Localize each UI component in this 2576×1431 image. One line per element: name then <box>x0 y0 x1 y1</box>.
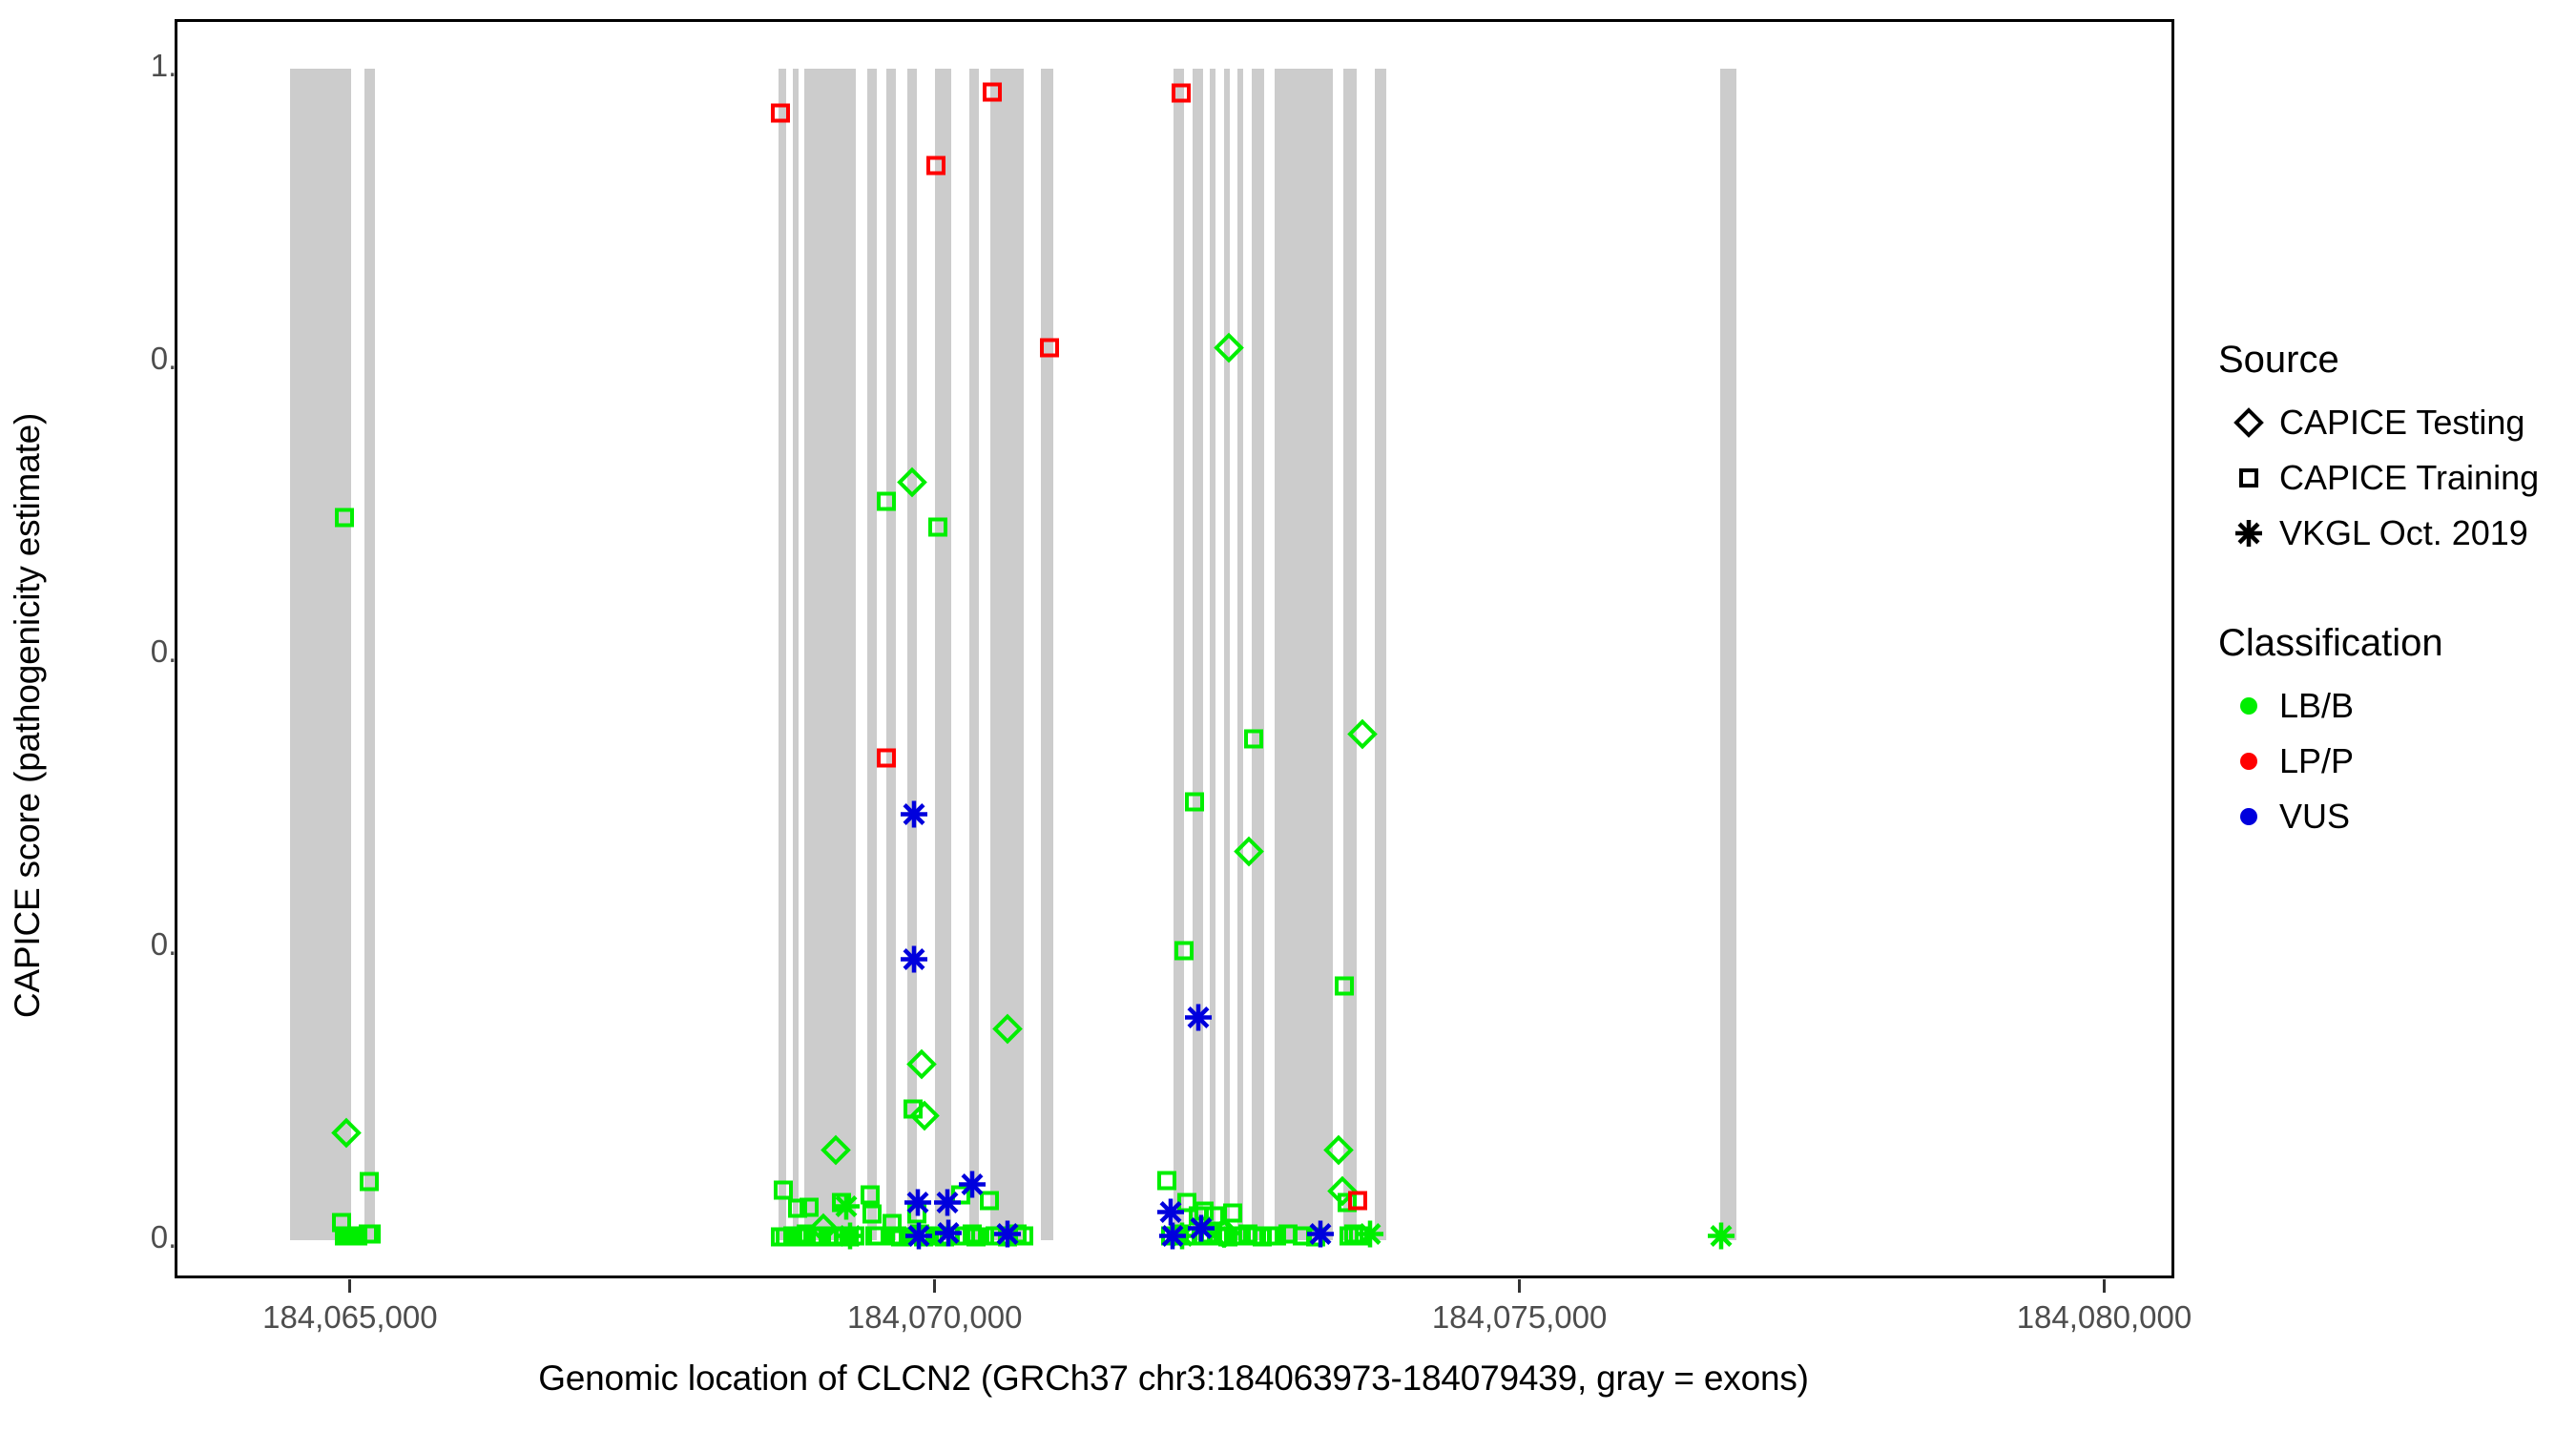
x-tick-label: 184,065,000 <box>262 1299 438 1335</box>
exon-band <box>1236 69 1243 1241</box>
exon-band <box>364 69 375 1241</box>
legend-item-source-2[interactable]: CAPICE Training <box>2218 450 2571 506</box>
exon-band <box>1174 69 1185 1241</box>
x-tick-label: 184,080,000 <box>2016 1299 2192 1335</box>
x-tick-label: 184,075,000 <box>1431 1299 1608 1335</box>
dot-icon <box>2218 745 2279 778</box>
exon-band <box>779 69 786 1241</box>
exon-band <box>1040 69 1054 1241</box>
data-point <box>901 1198 933 1235</box>
legend-item-label: LB/B <box>2279 686 2355 725</box>
exon-band <box>989 69 1025 1241</box>
exon-band <box>968 69 979 1241</box>
legend-item-label: CAPICE Testing <box>2279 403 2525 442</box>
exon-band <box>1719 69 1736 1241</box>
x-tick-label: 184,070,000 <box>846 1299 1023 1335</box>
legend-item-label: VKGL Oct. 2019 <box>2279 513 2528 552</box>
exon-band <box>935 69 952 1241</box>
legend-group-classification: LB/B LP/P VUS <box>2218 678 2571 844</box>
legend: Source CAPICE Testing CAPICE Training VKGL… <box>2218 339 2571 844</box>
legend-item-label: VUS <box>2279 797 2351 836</box>
exon-band <box>1210 69 1216 1241</box>
dot-icon <box>2218 690 2279 722</box>
x-tick-mark <box>933 1279 937 1293</box>
exon-band <box>803 69 856 1241</box>
exon-band <box>792 69 799 1241</box>
x-tick-mark <box>2102 1279 2106 1293</box>
legend-item-label: LP/P <box>2279 741 2355 780</box>
legend-item-source-3[interactable]: VKGL Oct. 2019 <box>2218 506 2571 561</box>
legend-item-classification-2[interactable]: LP/P <box>2218 734 2571 789</box>
legend-title-source: Source <box>2218 339 2339 381</box>
y-axis-title: CAPICE score (pathogenicity estimate) <box>8 412 47 1019</box>
exon-band <box>867 69 877 1241</box>
exon-band <box>1192 69 1203 1241</box>
exon-band <box>1252 69 1264 1241</box>
exon-band <box>1343 69 1357 1241</box>
plot-panel <box>175 19 2174 1278</box>
plot-area <box>177 22 2171 1275</box>
x-axis-title: Genomic location of CLCN2 (GRCh37 chr3:1… <box>538 1358 1809 1398</box>
legend-item-classification-3[interactable]: VUS <box>2218 789 2571 844</box>
legend-title-classification: Classification <box>2218 622 2443 664</box>
legend-item-classification-1[interactable]: LB/B <box>2218 678 2571 734</box>
legend-item-label: CAPICE Training <box>2279 458 2540 497</box>
exon-band <box>1274 69 1334 1241</box>
exon-band <box>1224 69 1231 1241</box>
asterisk-icon <box>2218 517 2279 550</box>
square-icon <box>2218 462 2279 494</box>
legend-group-source: CAPICE Testing CAPICE Training VKGL Oct. 2… <box>2218 395 2571 561</box>
x-tick-mark <box>348 1279 352 1293</box>
x-tick-mark <box>1518 1279 1522 1293</box>
exon-band <box>289 69 351 1241</box>
diamond-icon <box>2218 406 2279 439</box>
exon-band <box>906 69 917 1241</box>
dot-icon <box>2218 800 2279 833</box>
exon-band <box>885 69 896 1241</box>
exon-band <box>1375 69 1387 1241</box>
data-point <box>1216 1197 1249 1234</box>
legend-item-source-1[interactable]: CAPICE Testing <box>2218 395 2571 450</box>
